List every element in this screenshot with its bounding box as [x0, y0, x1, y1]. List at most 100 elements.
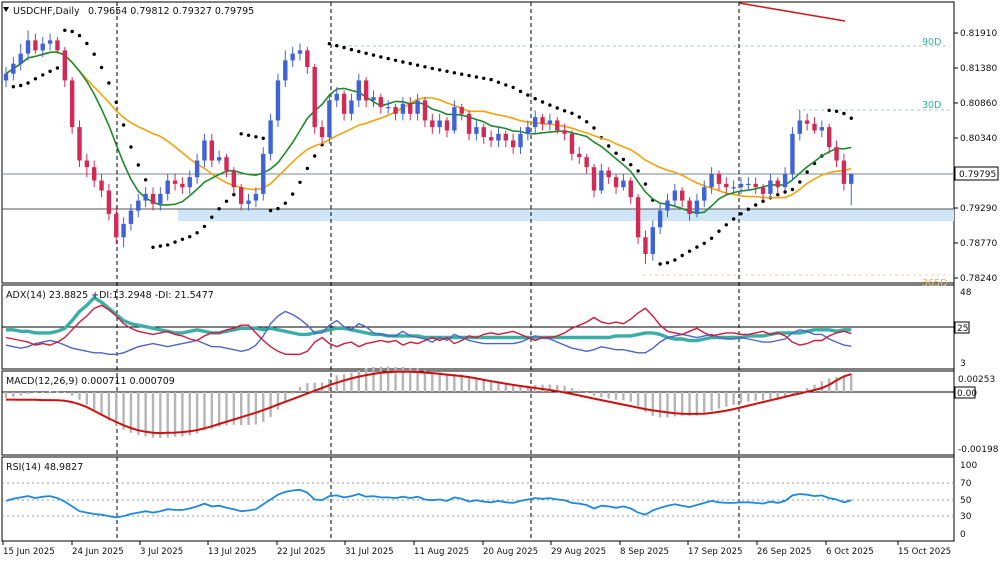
date-label: 6 Oct 2025: [826, 547, 874, 557]
psar-dot: [121, 123, 126, 127]
candle-body: [209, 140, 214, 161]
candle-body: [812, 123, 817, 131]
psar-dot: [540, 100, 545, 104]
candle-body: [305, 50, 310, 68]
candle-body: [694, 200, 700, 214]
macd-bar: [225, 392, 228, 426]
macd-bar: [78, 392, 81, 400]
macd-bar: [41, 392, 44, 393]
candle-body: [452, 107, 457, 131]
date-label: 22 Jul 2025: [277, 547, 326, 557]
psar-dot: [55, 66, 60, 70]
psar-dot: [548, 103, 552, 107]
collapse-triangle-icon[interactable]: [3, 7, 9, 12]
candle-body: [128, 210, 134, 224]
macd-bar: [423, 369, 427, 392]
period-separators: [116, 2, 740, 541]
macd-bar: [776, 392, 779, 399]
candle-body: [547, 120, 553, 124]
psar-dot: [474, 75, 479, 79]
macd-bar: [210, 392, 213, 429]
rsi-tick: 0: [960, 530, 966, 540]
candle-body: [150, 193, 156, 204]
candle-body: [430, 120, 435, 128]
macd-bar: [475, 377, 478, 392]
psar-dot: [327, 42, 332, 46]
psar-dot: [254, 135, 258, 139]
psar-dot: [584, 120, 589, 124]
psar-dot: [401, 60, 405, 64]
candle-body: [584, 157, 589, 168]
candle-body: [3, 73, 9, 81]
candle-body: [525, 127, 531, 134]
symbol-label: USDCHF,Daily: [13, 6, 80, 17]
macd-bar: [100, 392, 103, 416]
candle-body: [84, 160, 90, 168]
psar-dot: [511, 85, 515, 90]
psar-dot: [33, 77, 38, 81]
macd-bar: [644, 392, 647, 412]
candle-body: [724, 183, 729, 188]
psar-dot: [92, 52, 96, 56]
macd-bar: [291, 392, 294, 394]
psar-dot: [805, 170, 809, 174]
psar-dot: [335, 44, 339, 48]
macd-histogram: [4, 366, 853, 438]
psar-dot: [239, 132, 243, 136]
psar-dot: [467, 73, 471, 78]
macd-bar: [4, 392, 8, 398]
psar-dot: [731, 217, 736, 221]
candle-body: [334, 93, 339, 101]
macd-bar: [438, 372, 441, 392]
psar-dot: [180, 237, 185, 241]
adx-lines: [5, 295, 852, 355]
macd-bar: [144, 392, 147, 437]
psar-dot: [357, 49, 361, 54]
candle-body: [782, 173, 788, 188]
candle-body: [121, 223, 126, 238]
psar-dot: [842, 111, 846, 116]
candle-body: [239, 187, 244, 204]
date-label: 26 Sep 2025: [757, 547, 811, 557]
macd-bar: [122, 392, 125, 430]
candle-body: [165, 180, 170, 194]
candle-body: [283, 60, 288, 81]
candle-body: [47, 40, 53, 44]
psar-dot: [827, 108, 831, 113]
macd-bar: [813, 384, 816, 392]
candle-body: [650, 227, 655, 254]
date-label: 24 Jun 2025: [72, 547, 124, 557]
macd-bar: [732, 392, 735, 405]
psar-dot: [114, 100, 118, 105]
candle-body: [106, 190, 112, 214]
candle-body: [635, 197, 641, 238]
candle-body: [62, 50, 67, 81]
psar-dot: [386, 56, 390, 61]
macd-bar: [570, 388, 574, 392]
macd-bar: [159, 392, 162, 438]
psar-dot: [305, 166, 310, 171]
date-label: 29 Aug 2025: [551, 547, 606, 557]
candle-body: [290, 53, 295, 61]
macd-bar: [70, 392, 74, 396]
psar-dot: [195, 231, 199, 235]
psar-dot: [349, 47, 354, 52]
candle-body: [18, 53, 23, 64]
candle-body: [33, 40, 38, 51]
candle-body: [268, 120, 273, 154]
macd-bar: [262, 392, 265, 422]
psar-dot: [26, 81, 30, 85]
candle-body: [136, 200, 141, 211]
macd-bar: [681, 392, 684, 416]
macd-bar: [137, 392, 140, 435]
psar-dot: [217, 207, 221, 211]
candle-body: [569, 133, 575, 154]
macd-bar: [298, 386, 302, 392]
psar-dot: [11, 85, 16, 89]
psar-dot: [607, 144, 611, 148]
candle-body: [466, 113, 472, 134]
candle-body: [672, 190, 678, 201]
macd-bar: [93, 392, 96, 410]
candle-body: [327, 100, 332, 138]
